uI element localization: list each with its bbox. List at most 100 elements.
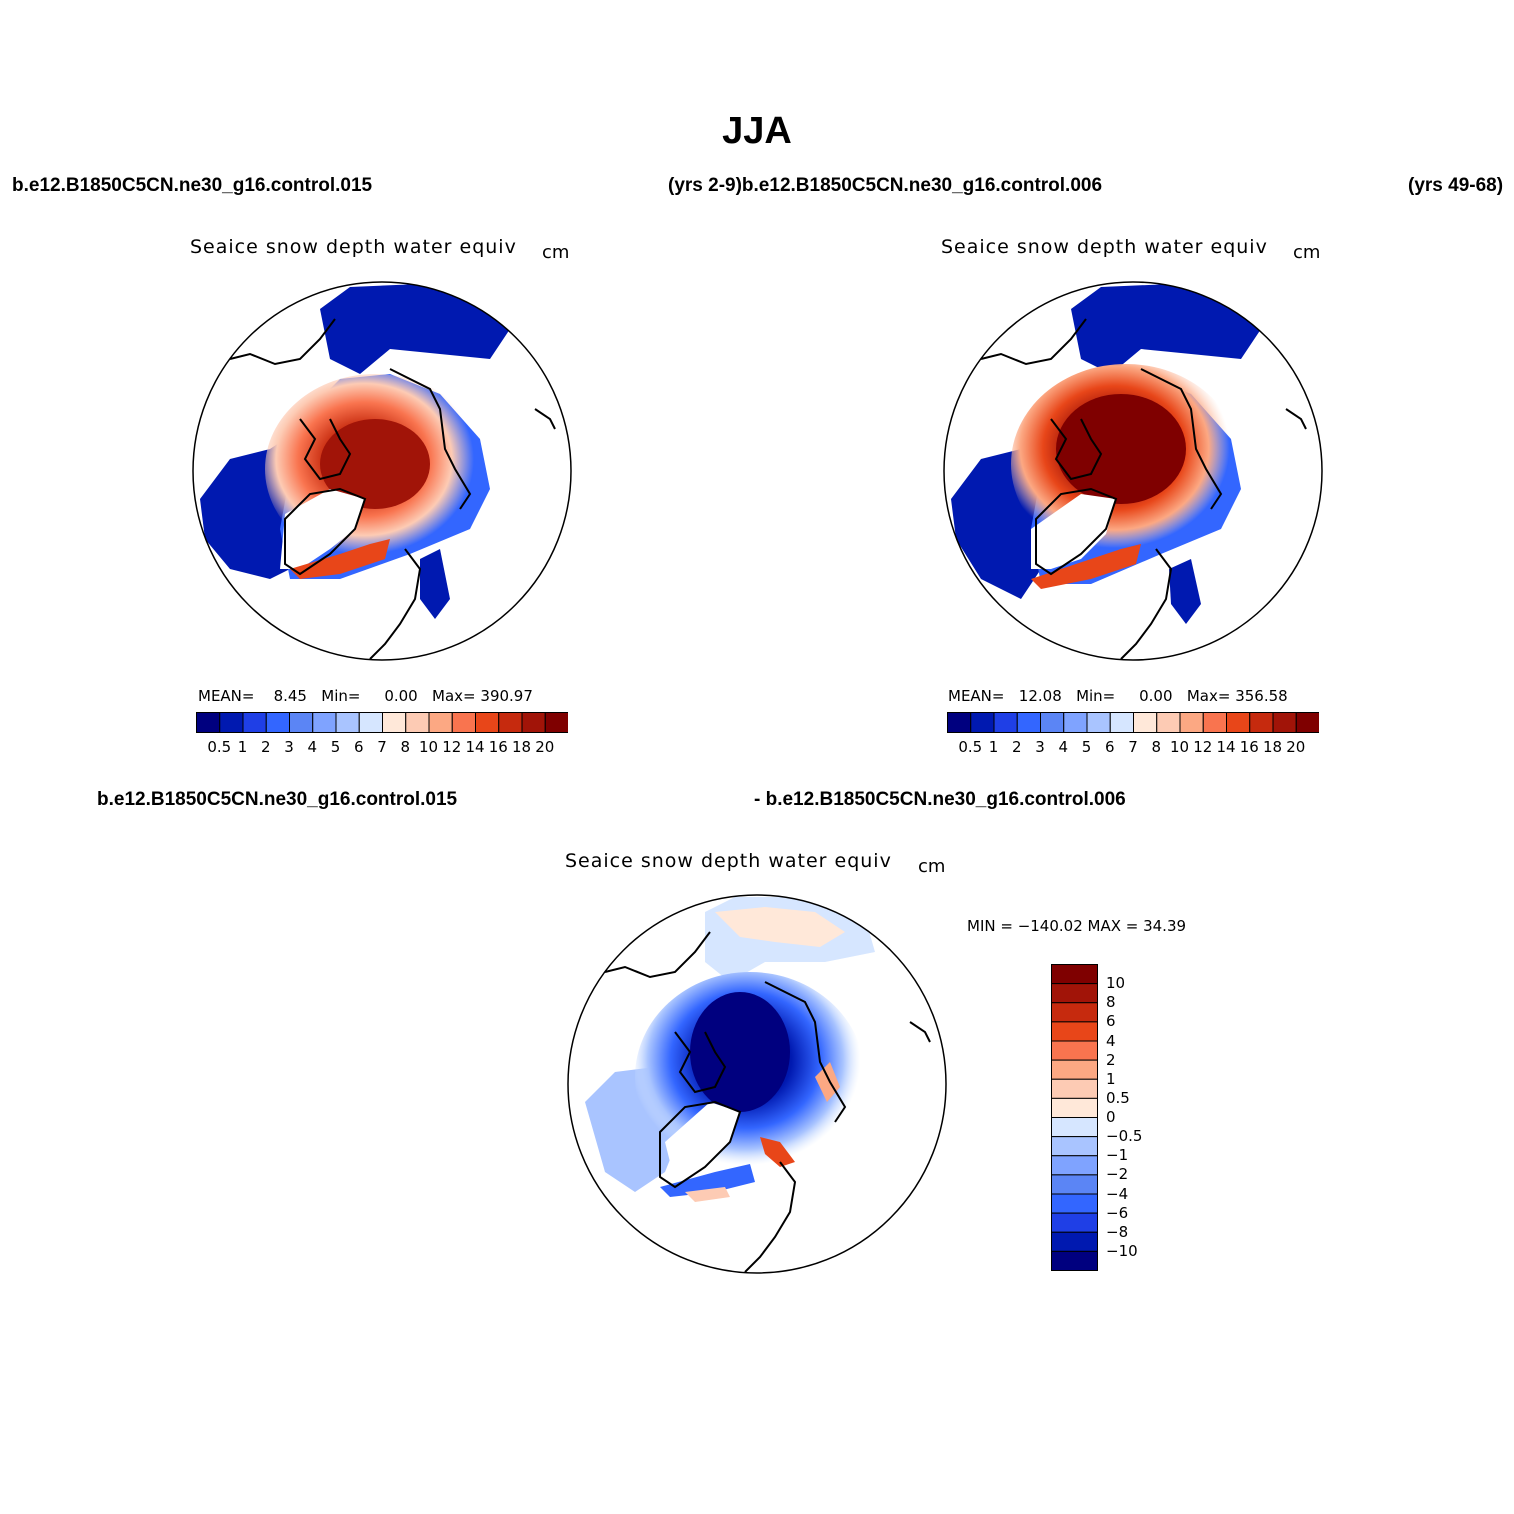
diff-colorbar-box bbox=[1051, 1155, 1098, 1176]
diff-colorbar-box bbox=[1051, 1078, 1098, 1099]
panel1-max-label: Max= bbox=[432, 687, 476, 705]
panel2-field-blue-north bbox=[1071, 284, 1261, 374]
diff-colorbar-tick-label: −8 bbox=[1106, 1222, 1129, 1241]
panel1-colorbar-tick-label: 0.5 bbox=[207, 738, 232, 756]
panel1-title: Seaice snow depth water equiv bbox=[190, 236, 517, 258]
case-name-middle: (yrs 2-9)b.e12.B1850C5CN.ne30_g16.contro… bbox=[668, 175, 1103, 196]
panel1-coastlines bbox=[229, 318, 556, 660]
panel1-mean-label: MEAN= bbox=[198, 687, 255, 705]
diff-colorbar-box bbox=[1051, 1059, 1098, 1080]
diff-colorbar-tick-label: 8 bbox=[1106, 993, 1116, 1012]
panel1-colorbar-labels: 0.5 1 2 3 4 5 6 7 8 10 12 14 16 18 20 bbox=[196, 738, 568, 758]
panel2-colorbar-box bbox=[1295, 712, 1319, 733]
diff-colorbar-tick-label: −2 bbox=[1106, 1165, 1129, 1184]
panel2-colorbar-box bbox=[1226, 712, 1251, 733]
diff-colorbar-labels: 10 8 6 4 2 1 0.5 0 −0.5 −1 −2 −4 −6 −8 −10 bbox=[1106, 964, 1166, 1272]
panel2-colorbar-tick-label: 3 bbox=[1035, 738, 1045, 756]
diff-colorbar-tick-label: 0.5 bbox=[1106, 1088, 1130, 1107]
panel1-colorbar bbox=[196, 712, 568, 733]
panel2-title: Seaice snow depth water equiv bbox=[941, 236, 1268, 258]
diff-colorbar-tick-label: −6 bbox=[1106, 1203, 1129, 1222]
panel2-colorbar-box bbox=[1063, 712, 1088, 733]
panel2-coastlines bbox=[980, 318, 1307, 660]
panel2-colorbar-tick-label: 14 bbox=[1216, 738, 1236, 756]
panel1-colorbar-tick-label: 6 bbox=[353, 738, 364, 756]
panel1-field-blue-baffin bbox=[420, 549, 450, 619]
panel2-colorbar-tick-label: 10 bbox=[1169, 738, 1190, 756]
panel2-colorbar-tick-label: 5 bbox=[1081, 738, 1092, 756]
diff-colorbar-tick-label: −4 bbox=[1106, 1184, 1129, 1203]
panel2-mean-label: MEAN= bbox=[948, 687, 1005, 705]
panel2-units: cm bbox=[1293, 242, 1321, 263]
panel1-colorbar-box bbox=[335, 712, 360, 733]
panel2-polar-map bbox=[943, 281, 1323, 661]
diff-minmax: MIN = −140.02 MAX = 34.39 bbox=[967, 917, 1187, 935]
diff-colorbar-tick-label: 4 bbox=[1106, 1031, 1116, 1050]
panel2-min-value: 0.00 bbox=[1139, 687, 1173, 705]
panel2-colorbar-tick-label: 4 bbox=[1058, 738, 1069, 756]
panel1-colorbar-tick-label: 14 bbox=[465, 738, 485, 756]
diff-colorbar-box bbox=[1051, 1097, 1098, 1118]
panel2-colorbar-box bbox=[1272, 712, 1297, 733]
diff-field-red-patch bbox=[760, 1137, 795, 1167]
panel1-colorbar-box bbox=[428, 712, 453, 733]
panel2-max-label: Max= bbox=[1186, 687, 1231, 705]
panel1-mean-value: 8.45 bbox=[273, 687, 307, 705]
panel1-colorbar-tick-label: 1 bbox=[237, 738, 248, 756]
panel2-colorbar-box bbox=[1202, 712, 1227, 733]
diff-colorbar-tick-label: 6 bbox=[1106, 1012, 1116, 1031]
panel1-min-value: 0.00 bbox=[384, 687, 418, 705]
panel1-colorbar-box bbox=[312, 712, 337, 733]
panel2-colorbar-box bbox=[1156, 712, 1181, 733]
panel1-colorbar-tick-label: 16 bbox=[488, 738, 508, 756]
panel1-colorbar-box bbox=[382, 712, 407, 733]
panel1-colorbar-box bbox=[521, 712, 546, 733]
panel1-stats: MEAN= 8.45 Min= 0.00 Max= 390.97 bbox=[198, 687, 533, 705]
panel2-greenland-blank bbox=[1031, 494, 1116, 569]
panel2-max-value: 356.58 bbox=[1235, 687, 1288, 705]
panel2-colorbar-box bbox=[947, 712, 972, 733]
case-name-left: b.e12.B1850C5CN.ne30_g16.control.015 bbox=[12, 175, 373, 196]
panel2-field-blue-baffin bbox=[1169, 559, 1201, 624]
panel1-colorbar-box bbox=[289, 712, 314, 733]
panel2-colorbar-box bbox=[1133, 712, 1158, 733]
panel1-colorbar-tick-label: 8 bbox=[400, 738, 411, 756]
panel1-colorbar-box bbox=[265, 712, 290, 733]
diff-colorbar-box bbox=[1051, 1002, 1098, 1023]
diff-colorbar-box bbox=[1051, 1021, 1098, 1042]
panel2-stats: MEAN= 12.08 Min= 0.00 Max= 356.58 bbox=[948, 687, 1288, 705]
panel1-colorbar-box bbox=[451, 712, 476, 733]
diff-colorbar-box bbox=[1051, 1040, 1098, 1061]
diff-colorbar-box bbox=[1051, 1231, 1098, 1252]
diff-colorbar-box bbox=[1051, 1136, 1098, 1157]
panel1-colorbar-tick-label: 10 bbox=[418, 738, 439, 756]
diff-colorbar-tick-label: −0.5 bbox=[1106, 1127, 1143, 1146]
diff-colorbar-tick-label: 10 bbox=[1106, 974, 1126, 993]
panel1-colorbar-tick-label: 12 bbox=[442, 738, 462, 756]
diff-colorbar-box bbox=[1051, 983, 1098, 1004]
panel2-colorbar-box bbox=[1086, 712, 1111, 733]
panel1-colorbar-tick-label: 4 bbox=[307, 738, 318, 756]
panel2-colorbar bbox=[947, 712, 1319, 733]
panel2-mean-value: 12.08 bbox=[1018, 687, 1062, 705]
diff-case-right: - b.e12.B1850C5CN.ne30_g16.control.006 bbox=[754, 789, 1126, 810]
diff-units: cm bbox=[918, 856, 946, 877]
panel1-colorbar-box bbox=[498, 712, 523, 733]
panel1-colorbar-box bbox=[196, 712, 221, 733]
panel1-colorbar-tick-label: 3 bbox=[284, 738, 294, 756]
diff-colorbar-tick-label: −1 bbox=[1106, 1146, 1129, 1165]
panel2-min-label: Min= bbox=[1076, 687, 1116, 705]
diff-colorbar-box bbox=[1051, 1250, 1098, 1271]
panel1-polar-map bbox=[192, 281, 572, 661]
panel2-colorbar-tick-label: 8 bbox=[1151, 738, 1162, 756]
panel2-colorbar-box bbox=[1109, 712, 1134, 733]
panel2-colorbar-tick-label: 0.5 bbox=[958, 738, 983, 756]
diff-colorbar-tick-label: 1 bbox=[1106, 1069, 1116, 1088]
panel2-colorbar-tick-label: 6 bbox=[1104, 738, 1115, 756]
panel2-colorbar-tick-label: 20 bbox=[1286, 738, 1306, 756]
diff-colorbar-tick-label: 2 bbox=[1106, 1050, 1116, 1069]
panel2-colorbar-box bbox=[993, 712, 1018, 733]
panel1-colorbar-tick-label: 2 bbox=[260, 738, 271, 756]
diff-case-left: b.e12.B1850C5CN.ne30_g16.control.015 bbox=[97, 789, 458, 810]
panel2-colorbar-box bbox=[1040, 712, 1065, 733]
